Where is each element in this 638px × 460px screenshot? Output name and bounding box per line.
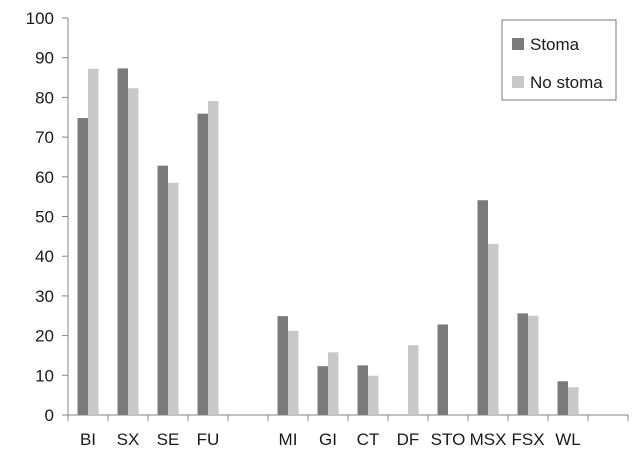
bar-stoma	[437, 324, 448, 415]
legend-swatch	[512, 38, 524, 50]
x-tick-label: FSX	[511, 430, 544, 449]
bars	[77, 68, 579, 416]
bar-no-stoma	[368, 375, 379, 415]
legend-label: No stoma	[530, 73, 603, 92]
bar-stoma	[117, 68, 128, 415]
bar-stoma	[557, 381, 568, 415]
x-tick-label: MI	[279, 430, 298, 449]
bar-no-stoma	[408, 345, 419, 415]
bar-no-stoma	[88, 68, 99, 415]
x-tick-label: STO	[431, 430, 466, 449]
bar-no-stoma	[328, 352, 339, 415]
y-tick-label: 80	[35, 88, 54, 107]
y-axis: 0 10 20 30 40 50 60 70 80 90 100	[26, 9, 69, 425]
bar-stoma	[157, 165, 168, 415]
y-tick-label: 40	[35, 247, 54, 266]
y-tick-label: 90	[35, 49, 54, 68]
x-tick-label: WL	[555, 430, 581, 449]
bar-no-stoma	[568, 387, 579, 415]
y-tick-label: 30	[35, 287, 54, 306]
y-tick-label: 70	[35, 128, 54, 147]
bar-stoma	[77, 118, 88, 415]
x-tick-label: CT	[357, 430, 380, 449]
y-tick-label: 10	[35, 366, 54, 385]
bar-stoma	[197, 113, 208, 415]
legend-label: Stoma	[530, 35, 580, 54]
y-tick-label: 100	[26, 9, 54, 28]
x-tick-label: DF	[397, 430, 420, 449]
bar-stoma	[517, 313, 528, 415]
bar-no-stoma	[168, 182, 179, 415]
x-tick-label: GI	[319, 430, 337, 449]
x-tick-label: BI	[80, 430, 96, 449]
bar-stoma	[477, 200, 488, 415]
x-tick-label: SE	[157, 430, 180, 449]
y-tick-label: 20	[35, 327, 54, 346]
bar-no-stoma	[528, 315, 539, 415]
legend: Stoma No stoma	[501, 19, 617, 101]
bar-no-stoma	[288, 330, 299, 415]
bar-stoma	[357, 365, 368, 415]
x-axis: BI SX SE FU MI GI CT DF STO MSX FSX WL	[67, 414, 629, 449]
x-tick-label: MSX	[470, 430, 507, 449]
bar-no-stoma	[488, 243, 499, 415]
bar-no-stoma	[208, 100, 219, 416]
y-tick-label: 0	[45, 406, 54, 425]
legend-swatch	[512, 76, 524, 88]
bar-stoma	[317, 366, 328, 415]
x-tick-label: SX	[117, 430, 140, 449]
y-tick-label: 50	[35, 208, 54, 227]
bar-stoma	[277, 316, 288, 415]
bar-no-stoma	[128, 88, 139, 416]
y-tick-label: 60	[35, 168, 54, 187]
x-tick-label: FU	[197, 430, 220, 449]
